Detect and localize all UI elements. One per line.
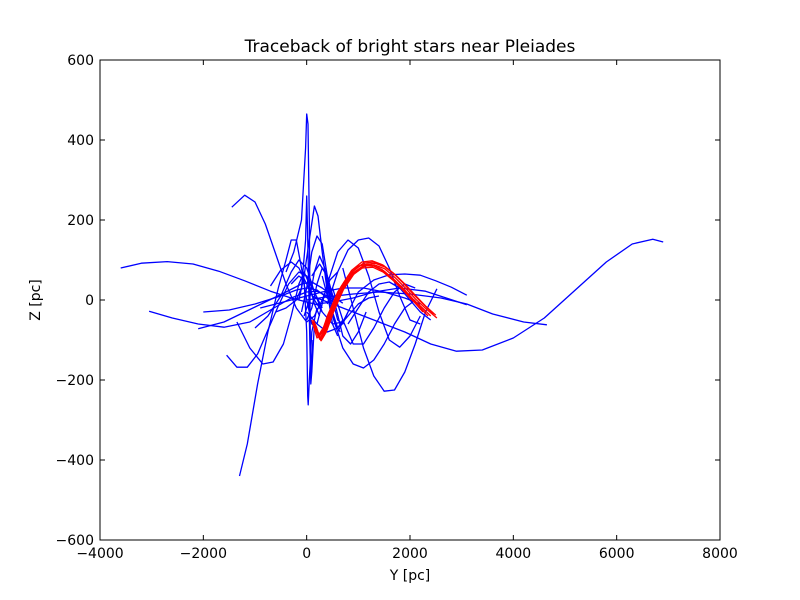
y-tick-label: −400 bbox=[56, 453, 94, 469]
x-tick-label: 0 bbox=[302, 546, 311, 562]
series-layer bbox=[120, 113, 664, 477]
plot-area bbox=[99, 59, 721, 541]
y-tick-label: −200 bbox=[56, 373, 94, 389]
y-tick-label: 400 bbox=[67, 133, 94, 149]
field-star-trajectory-16 bbox=[300, 235, 344, 329]
x-tick-label: 8000 bbox=[702, 546, 738, 562]
field-star-trajectory-28 bbox=[306, 295, 380, 333]
field-star-trajectory-21 bbox=[316, 239, 421, 348]
y-axis-label: Z [pc] bbox=[28, 279, 44, 321]
y-tick-label: 200 bbox=[67, 213, 94, 229]
y-tick-label: 600 bbox=[67, 53, 94, 69]
field-star-trajectory-25 bbox=[342, 267, 438, 392]
field-star-trajectory-29 bbox=[260, 287, 421, 309]
field-star-trajectory-20 bbox=[269, 261, 323, 313]
pleiades-trajectory-36 bbox=[314, 264, 438, 341]
pleiades-trajectory-34 bbox=[314, 264, 426, 340]
field-star-trajectory-24 bbox=[321, 275, 416, 369]
y-tick-label: −600 bbox=[56, 533, 94, 549]
chart-title: Traceback of bright stars near Pleiades bbox=[244, 37, 576, 57]
field-star-trajectory-14 bbox=[290, 275, 318, 406]
field-star-trajectory-0 bbox=[311, 238, 664, 352]
field-star-trajectory-26 bbox=[337, 273, 468, 333]
x-tick-label: 2000 bbox=[392, 546, 428, 562]
x-tick-label: −2000 bbox=[180, 546, 227, 562]
field-star-trajectory-13 bbox=[275, 195, 316, 385]
field-star-trajectory-19 bbox=[311, 263, 367, 345]
x-axis-label: Y [pc] bbox=[389, 568, 431, 584]
tick-layer: −4000 −2000 0 2000 4000 6000 8000−600−400−2000… bbox=[56, 53, 738, 562]
x-tick-label: 6000 bbox=[599, 546, 635, 562]
y-tick-label: 0 bbox=[85, 293, 94, 309]
pleiades-trajectory-37 bbox=[312, 260, 434, 338]
x-tick-label: −4000 bbox=[76, 546, 123, 562]
x-tick-label: 4000 bbox=[496, 546, 532, 562]
